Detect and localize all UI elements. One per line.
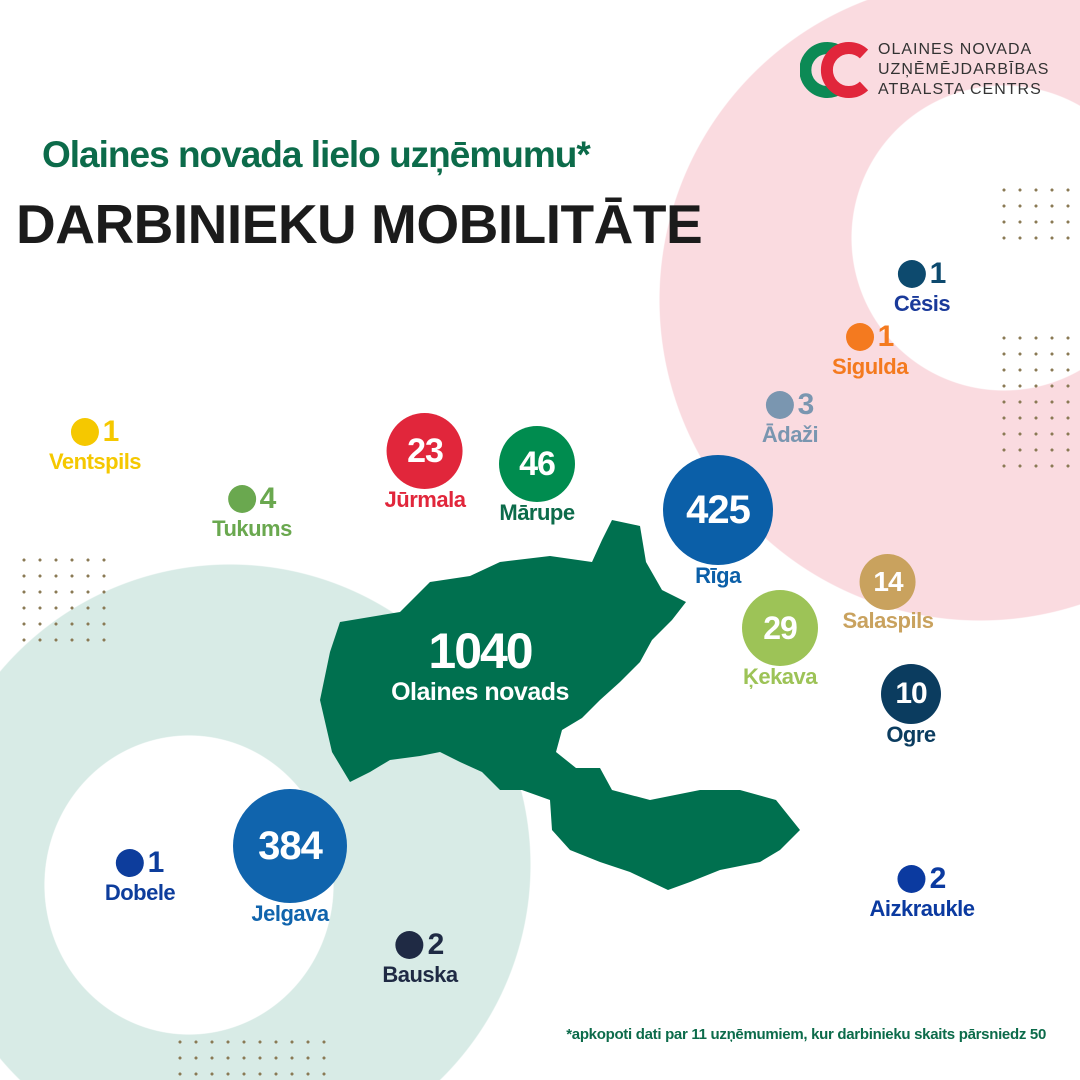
location-bubble: 23 bbox=[386, 413, 463, 489]
location-name: Sigulda bbox=[832, 354, 908, 379]
logo-line: UZŅĒMĒJDARBĪBAS bbox=[878, 61, 1050, 78]
location-value: 23 bbox=[407, 431, 444, 470]
location-value: 1 bbox=[877, 320, 895, 353]
logo-line: OLAINES NOVADA bbox=[878, 41, 1033, 58]
location-name: Ķekava bbox=[742, 664, 818, 689]
location-name: Mārupe bbox=[499, 500, 575, 525]
location-sigulda: 1 Sigulda bbox=[832, 320, 908, 380]
location-mārupe: 46 Mārupe bbox=[499, 426, 575, 526]
location-value: 4 bbox=[259, 482, 277, 515]
location-value: 46 bbox=[519, 444, 556, 483]
location-name: Ādaži bbox=[761, 422, 819, 447]
location-ventspils: 1 Ventspils bbox=[48, 415, 142, 475]
location-value: 10 bbox=[895, 677, 927, 710]
location-name: Tukums bbox=[212, 516, 292, 541]
location-value: 384 bbox=[258, 823, 323, 868]
location-name: Dobele bbox=[104, 880, 176, 905]
location-value: 1 bbox=[102, 415, 120, 448]
dot-pattern bbox=[996, 182, 1080, 248]
location-dot bbox=[765, 391, 794, 419]
location-name: Jūrmala bbox=[384, 487, 466, 512]
location-value: 14 bbox=[873, 566, 903, 597]
location-dot bbox=[227, 485, 256, 513]
location-dot bbox=[395, 931, 424, 959]
logo: OLAINES NOVADA UZŅĒMĒJDARBĪBAS ATBALSTA … bbox=[800, 40, 1049, 100]
location-value: 1 bbox=[147, 846, 165, 879]
location-value: 29 bbox=[763, 609, 798, 646]
location-tukums: 4 Tukums bbox=[212, 482, 292, 542]
center-value: 1040 bbox=[428, 623, 533, 679]
location-ādaži: 3 Ādaži bbox=[761, 388, 819, 448]
location-bubble: 425 bbox=[663, 455, 773, 565]
location-dot bbox=[115, 849, 144, 877]
location-bauska: 2 Bauska bbox=[382, 928, 458, 988]
location-name: Rīga bbox=[695, 563, 741, 588]
location-name: Cēsis bbox=[893, 291, 951, 316]
location-value: 3 bbox=[797, 388, 815, 421]
location-rīga: 425 Rīga bbox=[663, 455, 773, 589]
location-salaspils: 14 Salaspils bbox=[843, 554, 934, 634]
location-name: Ogre bbox=[886, 722, 936, 747]
subtitle: Olaines novada lielo uzņēmumu* bbox=[42, 134, 591, 175]
location-jūrmala: 23 Jūrmala bbox=[385, 413, 466, 513]
logo-mark-icon bbox=[800, 42, 869, 98]
location-bubble: 46 bbox=[499, 426, 575, 502]
center-name: Olaines novads bbox=[391, 678, 569, 706]
location-name: Ventspils bbox=[48, 449, 142, 474]
location-value: 2 bbox=[929, 862, 947, 895]
location-ķekava: 29 Ķekava bbox=[742, 590, 818, 690]
location-dot bbox=[70, 418, 99, 446]
footnote: *apkopoti dati par 11 uzņēmumiem, kur da… bbox=[566, 1026, 1046, 1043]
location-dobele: 1 Dobele bbox=[104, 846, 176, 906]
location-ogre: 10 Ogre bbox=[881, 664, 941, 748]
location-name: Bauska bbox=[382, 962, 458, 987]
logo-line: ATBALSTA CENTRS bbox=[878, 81, 1042, 98]
location-bubble: 10 bbox=[881, 664, 941, 724]
location-dot bbox=[845, 323, 874, 351]
location-bubble: 14 bbox=[859, 554, 916, 610]
location-bubble: 29 bbox=[742, 590, 818, 666]
dot-pattern bbox=[16, 552, 116, 644]
location-value: 2 bbox=[427, 928, 445, 961]
location-dot bbox=[897, 260, 926, 288]
page-title: DARBINIEKU MOBILITĀTE bbox=[16, 193, 703, 255]
location-name: Aizkraukle bbox=[869, 896, 975, 921]
location-cēsis: 1 Cēsis bbox=[893, 257, 951, 317]
location-name: Jelgava bbox=[251, 901, 329, 926]
location-value: 1 bbox=[929, 257, 947, 290]
location-aizkraukle: 2 Aizkraukle bbox=[869, 862, 975, 922]
location-bubble: 384 bbox=[233, 789, 347, 903]
dot-pattern bbox=[172, 1034, 336, 1080]
dot-pattern bbox=[996, 330, 1080, 475]
map-region-olaines-novads bbox=[320, 520, 800, 890]
location-name: Salaspils bbox=[842, 608, 934, 633]
location-jelgava: 384 Jelgava bbox=[233, 789, 347, 927]
location-value: 425 bbox=[686, 487, 751, 532]
location-dot bbox=[897, 865, 926, 893]
